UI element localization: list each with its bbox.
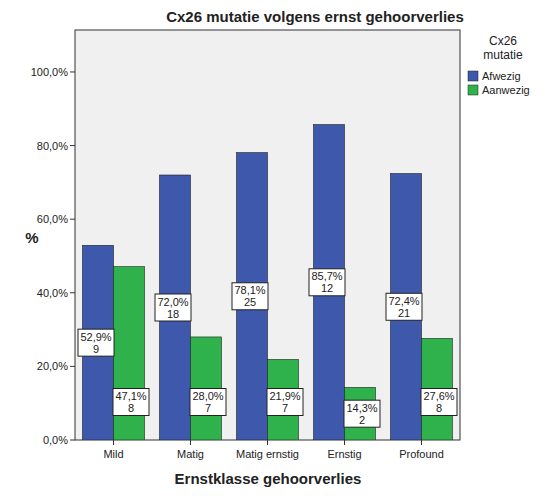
x-axis-label: Ernstklasse gehoorverlies [175,470,362,487]
plot-frame [75,30,460,440]
y-tick-label: 60,0% [37,213,68,225]
y-tick [70,440,75,441]
y-tick-label: 20,0% [37,360,68,372]
data-label-box [344,400,380,427]
data-label: 47,1% [115,390,146,402]
legend-title: Cx26mutatie [483,34,523,62]
y-tick-label: 100,0% [31,66,69,78]
legend-title-line: Cx26 [489,34,517,48]
x-tick-label: Profound [399,448,444,460]
data-label-count: 21 [398,307,410,319]
data-label-box [309,269,345,296]
data-label-box [155,294,191,321]
data-label: 27,6% [423,390,454,402]
x-tick [344,440,345,445]
data-label: 21,9% [269,390,300,402]
legend-label: Aanwezig [482,84,530,96]
data-label-box [113,389,149,416]
y-axis-label: % [25,229,38,246]
data-labels: 52,9%972,0%1878,1%2585,7%1272,4%2147,1%8… [78,269,457,427]
data-label-count: 25 [244,296,256,308]
legend-swatch [468,85,478,95]
data-label-count: 12 [321,282,333,294]
data-label: 28,0% [192,390,223,402]
x-tick [267,440,268,445]
data-label-box [386,293,422,320]
data-label: 52,9% [80,331,111,343]
x-tick-label: Mild [103,448,123,460]
data-label-count: 7 [205,402,211,414]
y-tick-label: 0,0% [43,434,68,446]
y-tick-label: 40,0% [37,287,68,299]
data-label-box [421,389,457,416]
x-tick-label: Matig ernstig [236,448,299,460]
chart: Cx26 mutatie volgens ernst gehoorverlies… [0,0,551,500]
y-tick [70,145,75,146]
legend-label: Afwezig [482,70,521,82]
data-label-count: 18 [167,308,179,320]
y-tick-label: 80,0% [37,140,68,152]
x-tick [190,440,191,445]
legend-title-line: mutatie [483,48,523,62]
data-label-count: 9 [93,343,99,355]
data-label-count: 8 [436,402,442,414]
data-label-box [190,389,226,416]
y-tick [70,366,75,367]
bars [83,125,453,440]
x-tick [113,440,114,445]
data-label-count: 7 [282,402,288,414]
data-label: 72,4% [388,295,419,307]
data-label-box [232,283,268,310]
x-tick-label: Ernstig [327,448,361,460]
legend-swatch [468,71,478,81]
data-label-count: 2 [359,414,365,426]
data-label-count: 8 [128,402,134,414]
data-label: 85,7% [311,270,342,282]
data-label: 14,3% [346,402,377,414]
data-label-box [78,329,114,356]
data-label: 72,0% [157,296,188,308]
title: Cx26 mutatie volgens ernst gehoorverlies [166,8,464,25]
x-tick [421,440,422,445]
y-tick [70,219,75,220]
data-label: 78,1% [234,284,265,296]
x-tick-label: Matig [177,448,204,460]
y-tick [70,71,75,72]
y-tick [70,292,75,293]
data-label-box [267,389,303,416]
